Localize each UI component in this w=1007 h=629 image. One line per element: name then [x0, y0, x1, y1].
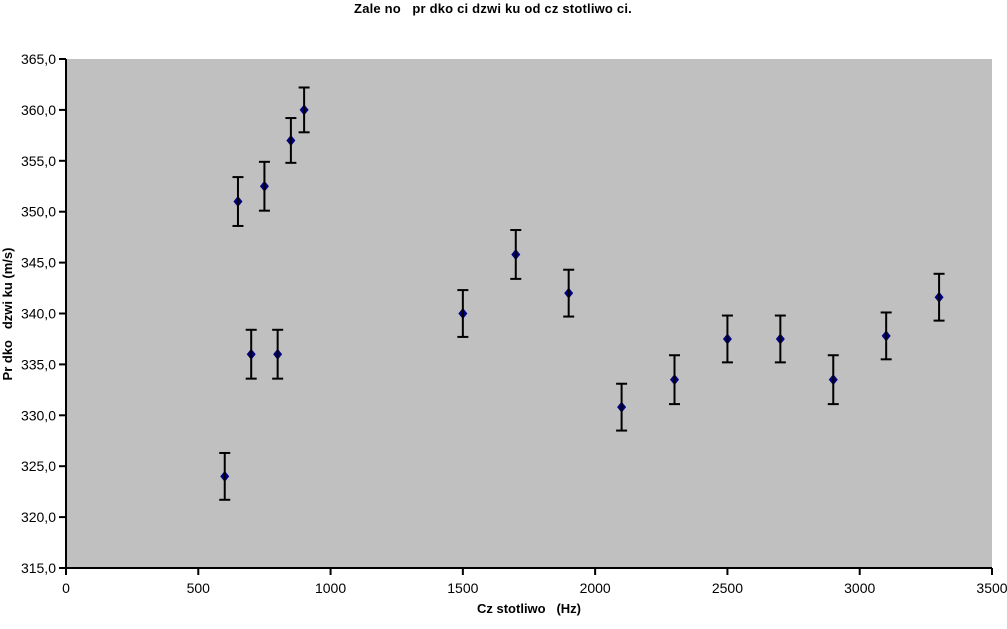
x-axis-tick-label: 500 — [187, 580, 211, 596]
x-axis-tick-label: 3500 — [976, 580, 1007, 596]
y-axis-tick-label: 350,0 — [21, 204, 56, 220]
x-axis-title: Cz stotliwo (Hz) — [477, 601, 581, 616]
y-axis-tick-label: 360,0 — [21, 102, 56, 118]
x-axis-tick-label: 1500 — [447, 580, 478, 596]
y-axis-tick-label: 335,0 — [21, 356, 56, 372]
y-axis-tick-label: 355,0 — [21, 153, 56, 169]
x-axis-tick-label: 3000 — [844, 580, 875, 596]
x-axis-tick-label: 0 — [62, 580, 70, 596]
x-axis-tick-label: 2000 — [580, 580, 611, 596]
x-axis-tick-label: 1000 — [315, 580, 346, 596]
y-axis-tick-label: 330,0 — [21, 407, 56, 423]
y-axis-tick-label: 315,0 — [21, 560, 56, 576]
y-axis-tick-label: 340,0 — [21, 306, 56, 322]
y-axis-tick-label: 345,0 — [21, 255, 56, 271]
y-axis-tick-label: 325,0 — [21, 458, 56, 474]
x-axis-tick-label: 2500 — [712, 580, 743, 596]
y-axis-tick-label: 365,0 — [21, 51, 56, 67]
chart-title: Zale no pr dko ci dzwi ku od cz stotliwo… — [354, 1, 632, 16]
y-axis-tick-label: 320,0 — [21, 509, 56, 525]
plot-background — [67, 59, 992, 567]
